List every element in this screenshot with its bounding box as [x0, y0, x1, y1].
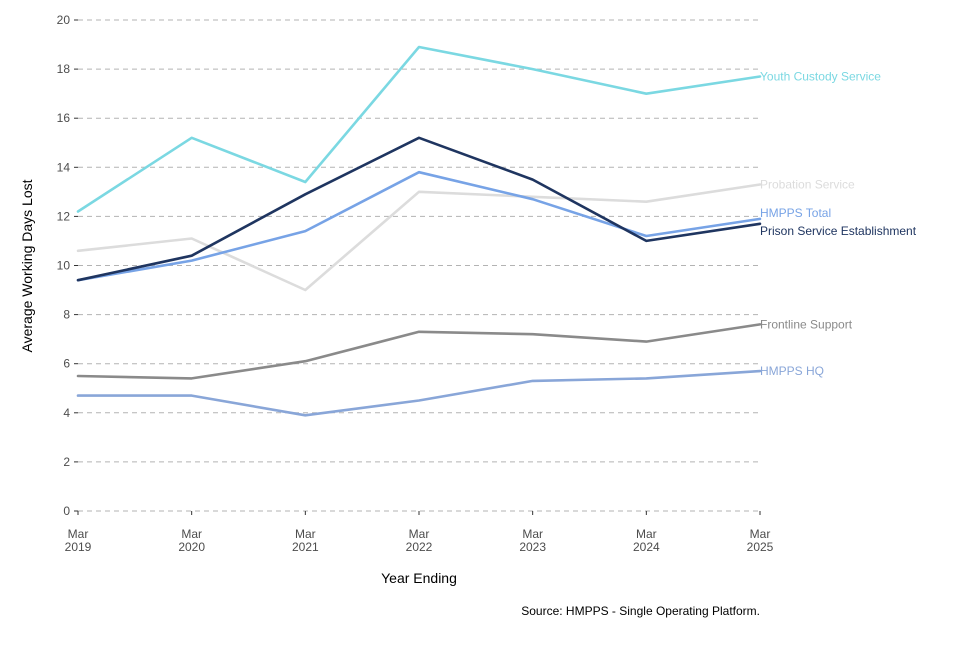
y-axis-title: Average Working Days Lost	[19, 179, 35, 352]
x-tick-month: Mar	[522, 527, 543, 541]
x-tick-year: 2020	[178, 540, 205, 554]
x-tick-label: Mar 2025	[747, 527, 774, 554]
x-tick-year: 2023	[519, 540, 546, 554]
series-label: HMPPS Total	[760, 206, 831, 220]
y-tick-label: 6	[63, 357, 70, 371]
series-line-youth-custody-service	[76, 45, 762, 213]
series-line-hmpps-hq	[76, 369, 762, 417]
x-tick-year: 2021	[292, 540, 319, 554]
x-tick-year: 2019	[65, 540, 92, 554]
series-label: HMPPS HQ	[760, 364, 824, 378]
series-label: Probation Service	[760, 177, 855, 191]
x-tick-month: Mar	[295, 527, 316, 541]
x-tick-label: Mar 2024	[633, 527, 660, 554]
y-tick-label: 16	[57, 111, 71, 125]
x-tick-label: Mar 2020	[178, 527, 205, 554]
x-tick-month: Mar	[750, 527, 771, 541]
y-tick-label: 4	[63, 406, 70, 420]
x-tick-label: Mar 2022	[406, 527, 433, 554]
x-tick-month: Mar	[68, 527, 89, 541]
series-label: Frontline Support	[760, 317, 853, 331]
x-tick-label: Mar 2021	[292, 527, 319, 554]
y-tick-label: 2	[63, 455, 70, 469]
x-tick-year: 2024	[633, 540, 660, 554]
series-line-frontline-support	[76, 323, 762, 380]
y-tick-label: 8	[63, 308, 70, 322]
x-tick-month: Mar	[181, 527, 202, 541]
series-line-prison-service-establishment	[76, 136, 762, 282]
x-tick-year: 2025	[747, 540, 774, 554]
y-tick-label: 18	[57, 62, 71, 76]
x-axis-title: Year Ending	[381, 570, 457, 586]
x-tick-month: Mar	[636, 527, 657, 541]
series-line-hmpps-total	[76, 170, 762, 282]
gridlines	[78, 19, 760, 512]
series-label: Prison Service Establishment	[760, 224, 917, 238]
y-tick-label: 20	[57, 13, 71, 27]
y-tick-label: 12	[57, 209, 71, 223]
y-tick-label: 0	[63, 504, 70, 518]
series-lines	[76, 45, 762, 417]
x-tick-year: 2022	[406, 540, 433, 554]
y-tick-label: 10	[57, 259, 71, 273]
x-tick-label: Mar 2019	[65, 527, 92, 554]
y-tick-label: 14	[57, 160, 71, 174]
series-label: Youth Custody Service	[760, 69, 881, 83]
source-caption: Source: HMPPS - Single Operating Platfor…	[521, 604, 760, 618]
series-line-probation-service	[76, 183, 762, 292]
series-labels: Probation Service Frontline Support HMPPS …	[760, 69, 917, 378]
x-tick-month: Mar	[409, 527, 430, 541]
x-tick-label: Mar 2023	[519, 527, 546, 554]
y-axis: 0 2 4 6 8 10 12 14 16 18 20	[57, 13, 78, 518]
